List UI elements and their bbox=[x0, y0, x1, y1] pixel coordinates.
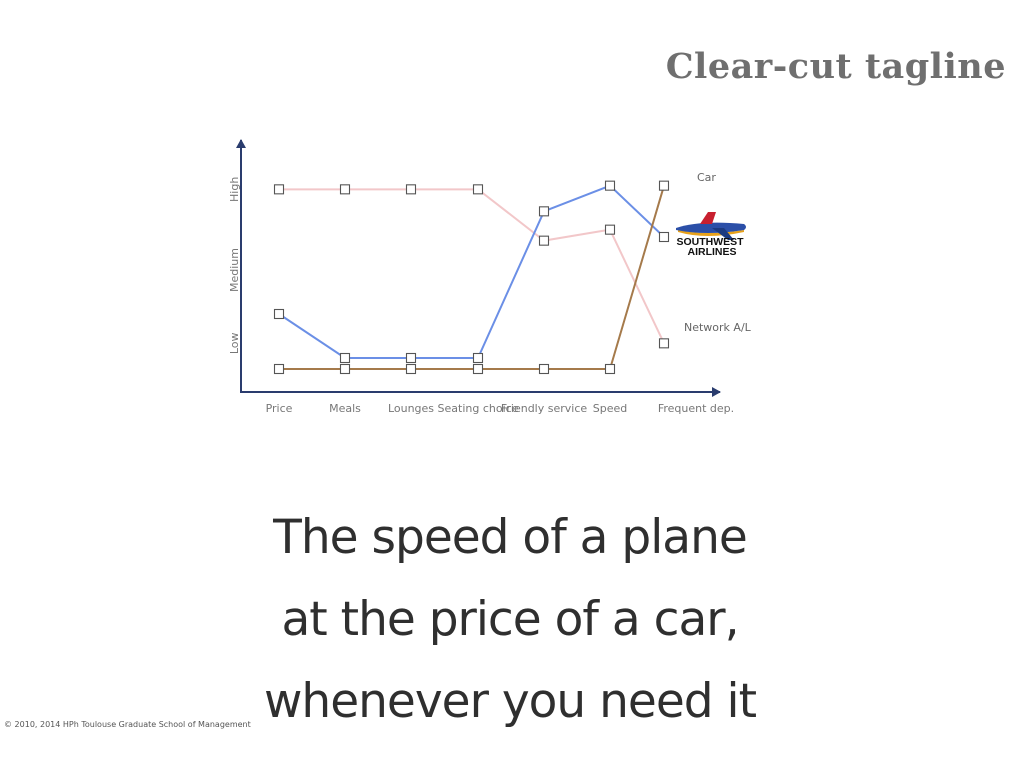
data-point-series-2-2 bbox=[339, 352, 351, 364]
data-point-series-2-4 bbox=[472, 352, 484, 364]
data-point-network-a-l-2 bbox=[339, 184, 351, 195]
y-tick-high: High bbox=[228, 177, 241, 202]
data-point-series-2-7 bbox=[658, 231, 670, 243]
tagline-line-1: The speed of a plane bbox=[273, 510, 748, 565]
southwest-logo: SOUTHWEST AIRLINES bbox=[676, 212, 746, 258]
y-tick-medium: Medium bbox=[228, 248, 241, 292]
data-point-network-a-l-4 bbox=[472, 184, 484, 195]
data-point-network-a-l-3 bbox=[405, 184, 417, 195]
legend-label-network: Network A/L bbox=[684, 321, 752, 334]
data-point-series-2-6 bbox=[604, 180, 616, 191]
data-point-series-2-5 bbox=[538, 206, 550, 217]
data-point-network-a-l-6 bbox=[604, 224, 616, 235]
data-point-car-4 bbox=[472, 363, 484, 375]
x-tick-price: Price bbox=[266, 402, 293, 415]
data-point-network-a-l-1 bbox=[273, 184, 285, 195]
strategy-canvas-chart: Low Medium High Price Meals Lounges Seating c… bbox=[228, 139, 752, 415]
legend-label-car: Car bbox=[697, 171, 716, 184]
tagline: The speed of a plane at the price of a c… bbox=[250, 497, 770, 743]
data-point-network-a-l-5 bbox=[538, 235, 550, 246]
data-point-series-2-1 bbox=[273, 308, 285, 320]
tagline-line-2: at the price of a car, bbox=[281, 592, 739, 647]
x-tick-friendly-service: Friendly service bbox=[501, 402, 588, 415]
data-point-car-2 bbox=[339, 363, 351, 375]
logo-line-airlines: AIRLINES bbox=[687, 246, 736, 258]
series-line-series-2 bbox=[278, 184, 665, 359]
x-tick-seating-choice: Seating choice bbox=[438, 402, 519, 415]
tagline-line-3: whenever you need it bbox=[263, 674, 757, 729]
data-point-car-1 bbox=[273, 363, 285, 375]
data-point-network-a-l-7 bbox=[658, 338, 670, 349]
series-line-car bbox=[279, 185, 665, 370]
x-tick-speed: Speed bbox=[593, 402, 627, 415]
airplane-icon bbox=[676, 212, 746, 240]
x-tick-meals: Meals bbox=[329, 402, 361, 415]
y-tick-low: Low bbox=[228, 332, 241, 354]
data-point-car-7 bbox=[658, 180, 670, 191]
x-tick-lounges: Lounges bbox=[388, 402, 434, 415]
data-point-car-3 bbox=[405, 363, 417, 375]
logo-line-southwest: SOUTHWEST bbox=[676, 236, 744, 248]
x-tick-frequent-dep: Frequent dep. bbox=[658, 402, 734, 415]
copyright-notice: © 2010, 2014 HPh Toulouse Graduate Schoo… bbox=[4, 720, 251, 729]
slide-title: Clear-cut tagline bbox=[665, 46, 1006, 87]
series-line-network-a-l bbox=[279, 188, 665, 344]
data-point-car-5 bbox=[538, 363, 550, 375]
data-point-series-2-3 bbox=[405, 352, 417, 364]
data-point-car-6 bbox=[604, 363, 616, 375]
